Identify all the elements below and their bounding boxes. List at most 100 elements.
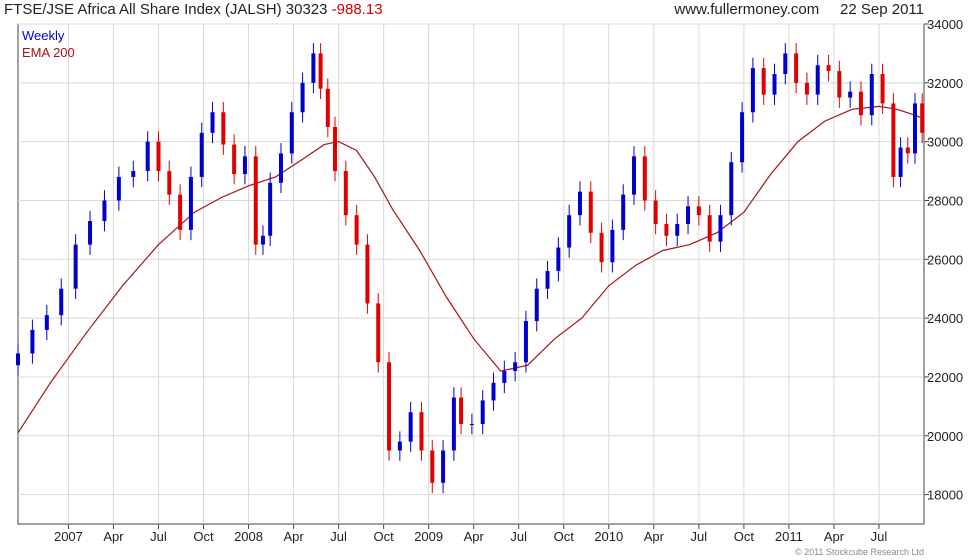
weekly-candle (783, 53, 788, 74)
weekly-candle (912, 103, 917, 154)
weekly-candle (761, 68, 766, 95)
chart-title: FTSE/JSE Africa All Share Index (JALSH) … (4, 1, 328, 18)
weekly-candle (502, 371, 507, 383)
weekly-candle (178, 194, 183, 230)
weekly-candle (408, 412, 413, 442)
weekly-candle (826, 65, 831, 72)
weekly-candle (260, 235, 265, 245)
weekly-candle (88, 221, 93, 245)
x-tick-label: Jul (691, 529, 708, 544)
y-axis-ticks: 18000 20000 22000 24000 26000 28000 30000 32000… (924, 17, 963, 503)
x-tick-label: Oct (193, 529, 214, 544)
weekly-candle (837, 71, 842, 98)
weekly-candle (333, 126, 338, 172)
x-tick-label: Apr (824, 529, 845, 544)
x-tick-label: 2007 (54, 529, 83, 544)
y-tick-label: 28000 (927, 193, 963, 208)
weekly-candle (30, 329, 35, 354)
y-tick-label: 18000 (927, 488, 963, 503)
weekly-candle (278, 153, 283, 183)
weekly-candle (300, 82, 305, 113)
weekly-candle (577, 191, 582, 216)
weekly-candle (221, 112, 226, 145)
weekly-candle (387, 362, 392, 451)
x-tick-label: 2011 (775, 529, 803, 544)
weekly-candle (707, 215, 712, 242)
x-tick-label: Apr (283, 529, 304, 544)
y-tick-label: 20000 (927, 429, 963, 444)
x-tick-label: Apr (464, 529, 485, 544)
y-tick-label: 26000 (927, 252, 963, 267)
weekly-candle (397, 441, 402, 451)
weekly-candle (869, 74, 874, 116)
weekly-candle (675, 224, 680, 236)
weekly-candle (534, 288, 539, 322)
weekly-candle (325, 88, 330, 127)
legend-ema: EMA 200 (22, 45, 75, 60)
weekly-candle (815, 65, 820, 95)
x-tick-label: Jul (510, 529, 527, 544)
x-tick-label: 2008 (234, 529, 263, 544)
weekly-candle (491, 382, 496, 401)
weekly-candle (441, 450, 446, 483)
weekly-candle (430, 450, 435, 483)
weekly-candle (750, 68, 755, 113)
weekly-candle (73, 244, 78, 289)
weekly-candle (556, 247, 561, 272)
weekly-candle (513, 362, 518, 372)
weekly-candle (848, 91, 853, 98)
weekly-series (16, 43, 925, 494)
weekly-candle (718, 215, 723, 242)
weekly-candle (740, 112, 745, 163)
weekly-candle (610, 229, 615, 263)
weekly-candle (459, 397, 464, 424)
y-tick-label: 32000 (927, 76, 963, 91)
x-tick-label: Oct (374, 529, 395, 544)
weekly-candle (804, 82, 809, 95)
x-tick-label: Apr (103, 529, 124, 544)
ema-200-line (17, 105, 923, 434)
weekly-candle (419, 412, 424, 451)
weekly-candle (632, 156, 637, 195)
weekly-candle (653, 200, 658, 224)
weekly-candle (545, 271, 550, 289)
weekly-candle (199, 132, 204, 177)
y-tick-label: 30000 (927, 135, 963, 150)
x-tick-label: Oct (734, 529, 755, 544)
x-tick-label: 2009 (414, 529, 443, 544)
weekly-candle (116, 176, 121, 201)
x-tick-label: 2010 (594, 529, 623, 544)
weekly-candle (621, 194, 626, 230)
weekly-candle (523, 321, 528, 363)
weekly-candle (318, 53, 323, 89)
weekly-candle (145, 141, 150, 172)
chart-title-line: FTSE/JSE Africa All Share Index (JALSH) … (4, 1, 383, 18)
weekly-candle (696, 206, 701, 216)
weekly-candle (343, 171, 348, 216)
weekly-candle (567, 215, 572, 248)
weekly-candle (242, 156, 247, 174)
price-change: -988.13 (331, 1, 383, 18)
x-tick-label: Jul (330, 529, 347, 544)
x-tick-label: Oct (554, 529, 575, 544)
weekly-candle (588, 191, 593, 233)
weekly-candle (772, 74, 777, 95)
weekly-candle (44, 315, 49, 330)
copyright-credit: © 2011 Stockcube Research Ltd (795, 547, 924, 557)
weekly-candle (289, 112, 294, 154)
weekly-candle (188, 176, 193, 230)
y-tick-label: 24000 (927, 311, 963, 326)
weekly-candle (167, 171, 172, 195)
weekly-candle (642, 156, 647, 201)
weekly-candle (376, 303, 381, 363)
weekly-candle (729, 162, 734, 216)
weekly-candle (480, 400, 485, 424)
weekly-candle (365, 244, 370, 304)
weekly-candle (664, 224, 669, 236)
weekly-candle (858, 91, 863, 116)
weekly-candle (268, 182, 273, 236)
ema-series (17, 105, 923, 434)
weekly-candle (880, 74, 885, 104)
weekly-candle (354, 215, 359, 245)
